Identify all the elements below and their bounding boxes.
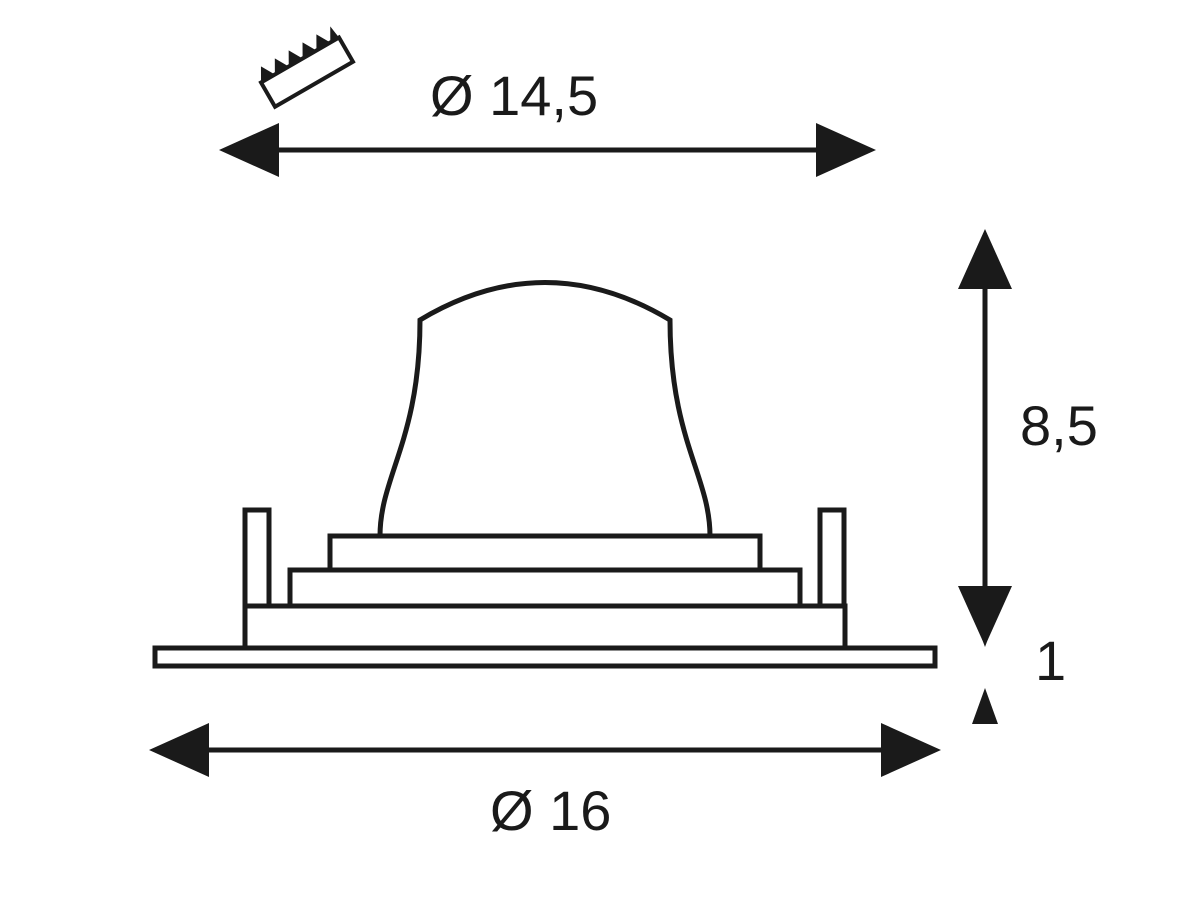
fixture-clip-right xyxy=(820,510,844,606)
fixture-step2 xyxy=(290,570,800,606)
fixture-clip-left xyxy=(245,510,269,606)
fixture-step3 xyxy=(330,536,760,570)
fixture-flange xyxy=(155,648,935,666)
technical-drawing: Ø 14,5 Ø 16 8,5 1 xyxy=(0,0,1200,900)
fixture-outline xyxy=(155,283,935,667)
dim-flange-label: 1 xyxy=(1035,629,1066,692)
dimensions xyxy=(155,150,998,750)
dim-flange-arrow-bottom xyxy=(972,688,998,724)
dim-flange-arrow-top xyxy=(972,611,998,647)
dim-height-label: 8,5 xyxy=(1020,394,1098,457)
dim-cutout-label: Ø 14,5 xyxy=(430,64,598,127)
fixture-step1 xyxy=(245,606,845,648)
dim-outer-label: Ø 16 xyxy=(490,779,611,842)
holesaw-icon xyxy=(254,25,353,106)
fixture-dome xyxy=(380,283,710,537)
